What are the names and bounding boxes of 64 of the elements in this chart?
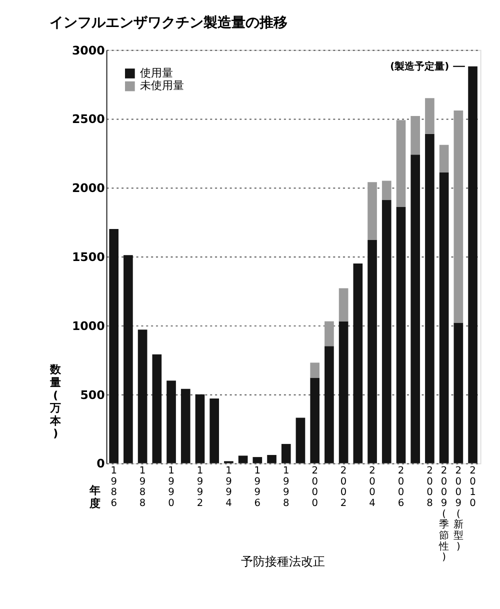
legend-label: 使用量	[140, 66, 173, 80]
y-tick-label: 3000	[72, 43, 105, 58]
x-tick-label: 1992	[196, 466, 204, 510]
bar	[124, 255, 133, 464]
y-tick-label: 2500	[72, 112, 105, 126]
bar	[353, 263, 363, 464]
bar	[368, 240, 377, 464]
bar	[281, 444, 291, 464]
category-label: 2009(季節性)	[439, 466, 450, 564]
annotation: (製造予定量)	[390, 60, 450, 72]
bar	[310, 378, 320, 464]
text: 予防接種法改正	[240, 554, 325, 569]
y-tick-label: 500	[80, 388, 105, 402]
bar	[425, 98, 434, 134]
bar	[152, 354, 162, 464]
bar	[396, 206, 406, 464]
x-tick-label: 2008	[426, 466, 433, 510]
bar	[310, 362, 320, 378]
bar	[338, 288, 348, 322]
chart-title: インフルエンザワクチン製造量の推移	[50, 15, 288, 32]
x-tick-label: 2010	[470, 466, 476, 510]
bar	[324, 346, 334, 464]
bar	[396, 120, 406, 207]
x-tick-label: 2002	[340, 466, 347, 510]
x-tick-label: 1986	[110, 466, 117, 510]
y-tick-label: 1500	[72, 250, 105, 264]
bar	[324, 321, 334, 346]
bar	[109, 228, 119, 464]
bar	[180, 388, 190, 464]
bar	[439, 144, 449, 172]
x-tick-label: 1988	[139, 466, 146, 510]
bar	[166, 380, 176, 464]
bar	[410, 154, 420, 464]
bar	[382, 180, 392, 200]
bar	[195, 394, 205, 464]
bar	[338, 321, 348, 464]
x-tick-label: 1994	[226, 466, 232, 510]
x-tick-label: 1990	[168, 466, 174, 510]
bar	[468, 66, 478, 464]
bar	[425, 134, 434, 464]
bar	[252, 457, 262, 464]
bar	[296, 418, 306, 464]
bar	[238, 456, 248, 464]
y-tick-label: 2000	[72, 181, 105, 196]
x-tick-label: 1996	[254, 466, 261, 510]
x-tick-label: 2004	[369, 466, 376, 510]
y-axis-title: 数量(万本)	[49, 363, 62, 440]
y-tick-label: 1000	[72, 318, 105, 333]
bar	[210, 398, 220, 464]
x-tick-label: 2006	[398, 466, 404, 510]
x-axis-title: 年度	[88, 484, 100, 510]
bar	[382, 200, 392, 464]
x-tick-label: 2000	[312, 466, 318, 510]
bar	[454, 110, 464, 323]
legend-label: 未使用量	[140, 79, 184, 92]
x-tick-label: 1998	[282, 466, 290, 510]
bar	[267, 454, 276, 464]
bar	[138, 330, 148, 464]
bar	[439, 172, 449, 464]
bar	[368, 182, 377, 240]
bar	[410, 116, 420, 155]
y-tick-label: 0	[96, 456, 105, 471]
x-tick-label: 2009(新型)	[453, 466, 464, 552]
bar	[454, 322, 464, 464]
